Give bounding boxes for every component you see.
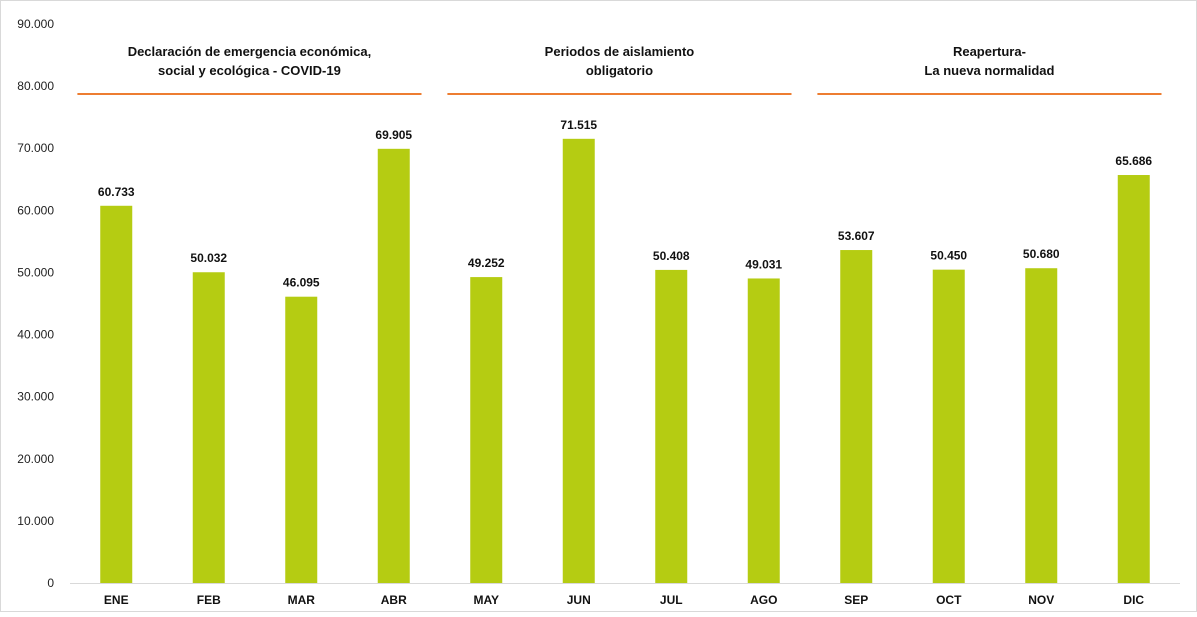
value-label: 50.450 (930, 249, 967, 263)
bar-ene (100, 205, 133, 584)
bar-ago (747, 278, 780, 583)
y-tick-label: 50.000 (17, 265, 54, 279)
y-axis: 0 10.000 20.000 30.000 40.000 50.000 60.000 70.… (17, 17, 54, 590)
y-tick-label: 70.000 (17, 141, 54, 155)
x-tick-label: ENE (104, 593, 129, 607)
period-title-line: La nueva normalidad (924, 63, 1054, 78)
y-tick-label: 10.000 (17, 514, 54, 528)
value-label: 69.905 (375, 128, 412, 142)
bar-jun (562, 138, 595, 584)
x-tick-label: SEP (844, 593, 868, 607)
x-tick-label: JUL (660, 593, 683, 607)
bar-jul (655, 269, 688, 583)
value-label: 49.031 (745, 257, 782, 271)
bar-abr (377, 148, 410, 584)
period-title-line: social y ecológica - COVID-19 (158, 63, 341, 78)
value-label: 49.252 (468, 256, 505, 270)
y-tick-label: 90.000 (17, 17, 54, 31)
x-tick-label: ABR (381, 593, 407, 607)
value-label: 46.095 (283, 276, 320, 290)
y-tick-label: 20.000 (17, 452, 54, 466)
value-label: 65.686 (1115, 154, 1152, 168)
y-tick-label: 0 (47, 576, 54, 590)
y-tick-label: 30.000 (17, 390, 54, 404)
y-tick-label: 80.000 (17, 79, 54, 93)
period-annotation-1: Declaración de emergencia económica, soci… (77, 44, 422, 95)
x-tick-label: OCT (936, 593, 962, 607)
x-axis: ENE FEB MAR ABR MAY JUN JUL AGO SEP OCT NOV DIC (70, 583, 1180, 607)
y-tick-label: 60.000 (17, 203, 54, 217)
bar-dic (1117, 175, 1150, 583)
y-tick-label: 40.000 (17, 328, 54, 342)
x-tick-label: DIC (1123, 593, 1144, 607)
value-label: 50.408 (653, 249, 690, 263)
value-label: 60.733 (98, 185, 135, 199)
bar-mar (285, 296, 318, 583)
period-annotation-3: Reapertura- La nueva normalidad (817, 44, 1162, 95)
period-annotations: Declaración de emergencia económica, soci… (77, 44, 1162, 95)
bars-group (100, 138, 1150, 584)
x-tick-label: AGO (750, 593, 777, 607)
value-label: 53.607 (838, 229, 875, 243)
x-tick-label: MAR (288, 593, 316, 607)
bar-sep (840, 250, 873, 584)
bar-nov (1025, 268, 1058, 583)
x-tick-label: NOV (1028, 593, 1054, 607)
period-title-line: Declaración de emergencia económica, (128, 44, 372, 59)
bar-feb (192, 272, 225, 583)
value-label: 50.680 (1023, 247, 1060, 261)
x-tick-label: MAY (473, 593, 499, 607)
period-title-line: Periodos de aislamiento (545, 44, 695, 59)
period-title-line: Reapertura- (953, 44, 1026, 59)
value-labels-group: 60.733 50.032 46.095 69.905 49.252 71.515 50.4… (98, 118, 1153, 290)
period-title-line: obligatorio (586, 63, 653, 78)
period-annotation-2: Periodos de aislamiento obligatorio (447, 44, 792, 95)
value-label: 71.515 (560, 118, 597, 132)
x-tick-label: FEB (197, 593, 221, 607)
bar-oct (932, 269, 965, 583)
bar-may (470, 277, 503, 583)
x-tick-label: JUN (567, 593, 591, 607)
value-label: 50.032 (190, 251, 227, 265)
